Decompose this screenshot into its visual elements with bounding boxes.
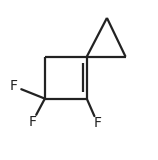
Text: F: F (94, 116, 102, 130)
Text: F: F (10, 79, 18, 93)
Text: F: F (28, 115, 36, 129)
